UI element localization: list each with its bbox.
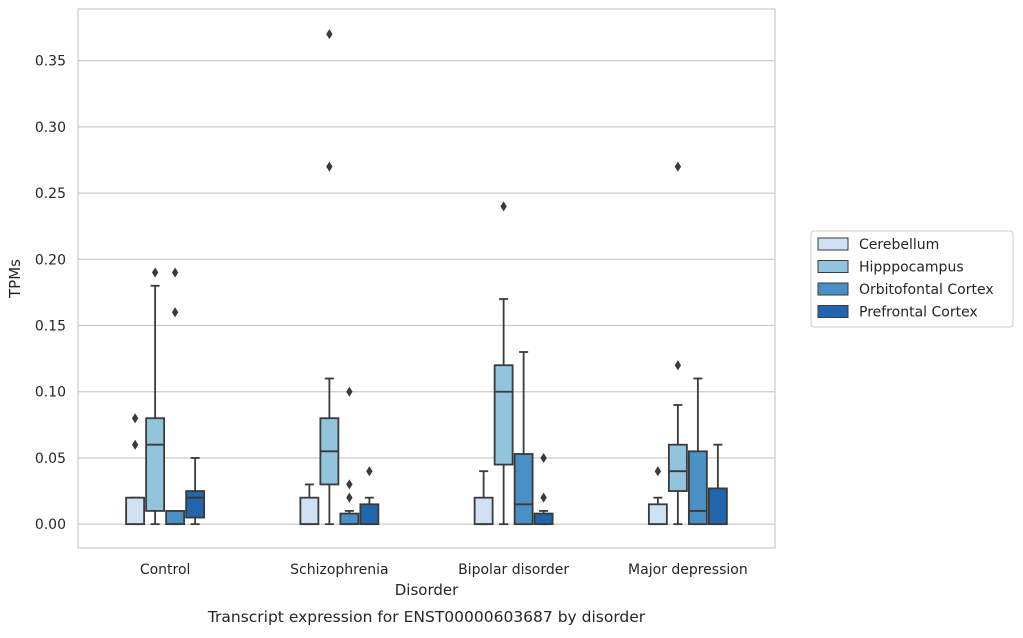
box-prefrontal-cortex <box>185 457 206 526</box>
box-prefrontal-cortex <box>707 443 728 526</box>
box-iqr <box>339 512 360 526</box>
legend-swatch <box>817 282 849 296</box>
legend-frame <box>810 230 1014 328</box>
y-tick-label: 0.00 <box>35 517 66 533</box>
outlier-point <box>540 452 547 463</box>
outlier-point <box>500 201 507 212</box>
box-orbitofontal-cortex <box>165 267 186 526</box>
y-tick-label: 0.05 <box>35 451 66 467</box>
box-iqr <box>707 487 728 526</box>
y-tick-label: 0.25 <box>35 186 66 202</box>
box-orbitofontal-cortex <box>339 386 360 526</box>
box-iqr <box>299 496 320 526</box>
outlier-point <box>326 29 333 40</box>
box-prefrontal-cortex <box>359 466 380 526</box>
x-tick-label: Major depression <box>628 562 748 578</box>
box-iqr <box>493 364 514 466</box>
box-cerebellum <box>125 413 146 526</box>
box-cerebellum <box>647 466 668 526</box>
box-orbitofontal-cortex <box>687 377 708 526</box>
outlier-point <box>171 267 179 278</box>
legend-swatch <box>817 260 849 273</box>
axis-ticks: 0.00 0.05 0.10 0.15 0.20 0.25 0.30 0.35 Control S… <box>35 54 748 578</box>
y-axis-label: TPMs <box>6 259 24 299</box>
outlier-point <box>674 161 682 172</box>
x-tick-label: Schizophrenia <box>290 562 388 578</box>
outlier-point <box>366 466 373 477</box>
y-tick-label: 0.35 <box>35 54 66 70</box>
x-tick-label: Control <box>140 562 191 578</box>
box-hipppocampus <box>493 201 514 526</box>
y-tick-label: 0.20 <box>35 252 66 268</box>
outlier-point <box>346 492 353 503</box>
box-iqr <box>647 503 668 526</box>
box-orbitofontal-cortex <box>513 351 534 526</box>
legend-label: Orbitofontal Cortex <box>859 282 994 298</box>
box-iqr <box>145 417 166 512</box>
box-iqr <box>687 450 708 526</box>
box-iqr <box>125 496 146 526</box>
outlier-point <box>171 307 179 318</box>
outlier-point <box>674 360 682 371</box>
box-iqr <box>359 503 380 526</box>
outlier-point <box>346 479 353 490</box>
box-cerebellum <box>299 483 320 526</box>
outlier-point <box>346 386 353 397</box>
outlier-point <box>326 161 333 172</box>
outlier-point <box>131 439 139 450</box>
chart-title: Transcript expression for ENST0000060368… <box>207 608 646 626</box>
box-hipppocampus <box>667 161 688 526</box>
x-tick-label: Bipolar disorder <box>458 562 569 578</box>
box-hipppocampus <box>319 29 340 526</box>
x-axis-label: Disorder <box>395 581 459 599</box>
y-tick-label: 0.15 <box>35 319 66 335</box>
legend-swatch <box>817 237 849 251</box>
legend-swatch <box>817 305 849 318</box>
box-iqr <box>473 496 494 526</box>
legend: Cerebellum Hipppocampus Orbitofontal Corte… <box>810 230 1014 328</box>
plot-area <box>125 29 728 526</box>
plot-frame <box>77 8 776 549</box>
box-iqr <box>667 443 688 492</box>
box-iqr <box>185 490 206 519</box>
box-iqr <box>513 453 534 526</box>
outlier-point <box>654 466 662 477</box>
box-cerebellum <box>473 470 494 526</box>
legend-label: Cerebellum <box>859 237 939 253</box>
box-hipppocampus <box>145 267 166 526</box>
box-iqr <box>533 512 554 526</box>
outlier-point <box>151 267 159 278</box>
y-tick-label: 0.30 <box>35 120 66 136</box>
outlier-point <box>540 492 547 503</box>
legend-label: Prefrontal Cortex <box>859 305 978 321</box>
legend-label: Hipppocampus <box>859 260 964 276</box>
box-iqr <box>165 510 186 526</box>
outlier-point <box>131 413 139 424</box>
y-tick-label: 0.10 <box>35 385 66 401</box>
box-prefrontal-cortex <box>533 452 554 526</box>
